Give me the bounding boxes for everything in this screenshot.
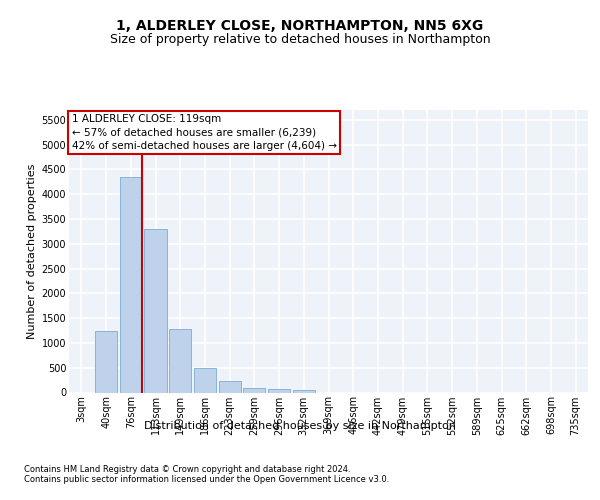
Bar [243,388,265,392]
Y-axis label: Number of detached properties: Number of detached properties [28,164,37,339]
Bar [95,330,117,392]
Text: 1 ALDERLEY CLOSE: 119sqm
← 57% of detached houses are smaller (6,239)
42% of sem: 1 ALDERLEY CLOSE: 119sqm ← 57% of detach… [71,114,337,150]
Text: 1, ALDERLEY CLOSE, NORTHAMPTON, NN5 6XG: 1, ALDERLEY CLOSE, NORTHAMPTON, NN5 6XG [116,19,484,33]
Bar [119,177,142,392]
Text: Size of property relative to detached houses in Northampton: Size of property relative to detached ho… [110,32,490,46]
Bar [218,381,241,392]
Bar [194,368,216,392]
Bar [268,389,290,392]
Bar [169,329,191,392]
Bar [293,390,315,392]
Text: Distribution of detached houses by size in Northampton: Distribution of detached houses by size … [144,421,456,431]
Text: Contains HM Land Registry data © Crown copyright and database right 2024.: Contains HM Land Registry data © Crown c… [24,464,350,473]
Bar [145,229,167,392]
Text: Contains public sector information licensed under the Open Government Licence v3: Contains public sector information licen… [24,476,389,484]
